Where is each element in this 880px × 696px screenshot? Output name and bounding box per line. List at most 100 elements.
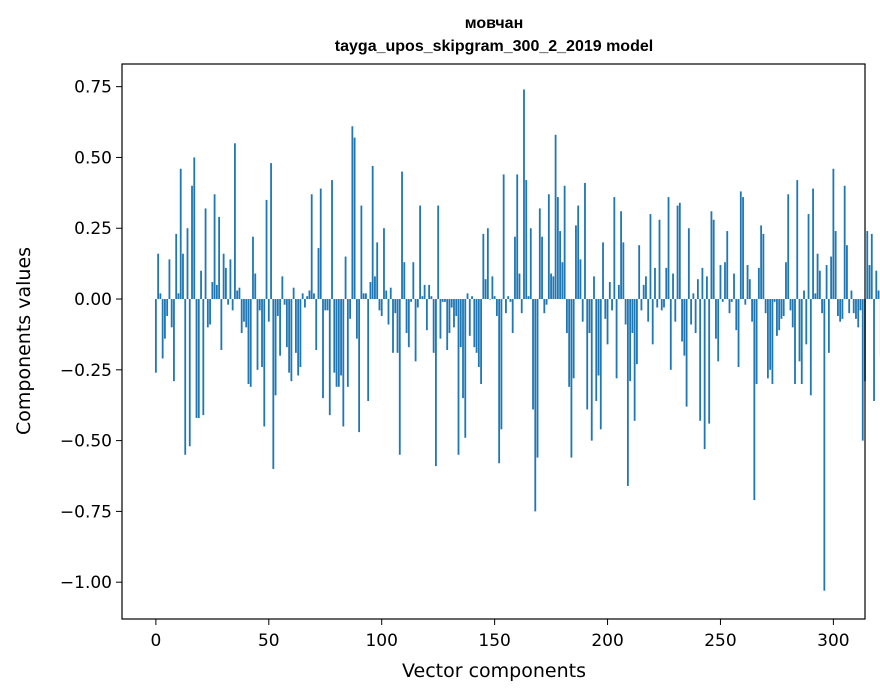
bar <box>821 299 823 314</box>
bar <box>283 299 286 305</box>
bar <box>414 299 417 362</box>
bar <box>823 299 826 591</box>
bar <box>525 180 528 300</box>
bar <box>866 231 869 300</box>
bar <box>401 171 403 300</box>
bar <box>313 293 315 300</box>
x-tick-label: 150 <box>478 631 510 651</box>
bar <box>484 279 487 300</box>
bar <box>263 299 266 427</box>
bar <box>335 299 338 387</box>
bar <box>617 284 620 300</box>
bar <box>721 299 724 302</box>
bar <box>288 299 291 373</box>
bar <box>590 299 593 441</box>
bar <box>441 299 444 302</box>
bar <box>398 299 401 455</box>
bar <box>500 299 503 430</box>
bar <box>351 126 354 300</box>
bar <box>267 299 270 322</box>
bar <box>486 228 489 300</box>
bar <box>735 299 738 331</box>
bar <box>527 296 530 300</box>
bar <box>717 299 720 362</box>
bar <box>243 299 245 322</box>
y-axis-label: Components values <box>13 247 35 435</box>
bar <box>184 299 187 455</box>
bar <box>629 299 632 382</box>
bar <box>764 299 767 314</box>
bar <box>256 299 259 370</box>
bar <box>699 299 702 421</box>
bar <box>453 299 455 328</box>
bar <box>489 299 492 300</box>
y-axis-ticks: 0.75 0.50 0.25 0.00 −0.25 −0.50 −0.75 −1.00 <box>60 78 122 593</box>
bar <box>468 299 471 336</box>
bar <box>493 296 496 300</box>
bar <box>473 299 476 348</box>
bar <box>785 262 787 300</box>
bar <box>270 163 272 300</box>
bar <box>681 299 683 342</box>
bar <box>428 284 431 300</box>
bar <box>315 299 318 350</box>
bar <box>182 253 184 300</box>
bar <box>462 299 464 399</box>
bar <box>665 267 668 300</box>
bar <box>419 205 422 300</box>
bar <box>769 299 772 370</box>
bar <box>543 299 546 314</box>
bar <box>620 211 622 300</box>
bar <box>719 265 722 300</box>
bar <box>857 299 860 328</box>
bar <box>464 299 467 438</box>
bar <box>328 299 331 416</box>
bar <box>773 299 776 302</box>
bar <box>751 299 753 322</box>
bar <box>376 242 379 300</box>
bar <box>157 253 160 300</box>
bar <box>403 262 406 300</box>
bar <box>787 194 790 300</box>
bar <box>757 267 760 300</box>
bar <box>380 299 383 317</box>
bar <box>683 299 686 356</box>
bar <box>279 299 281 356</box>
y-tick-label: −1.00 <box>60 573 112 593</box>
bar <box>367 299 370 401</box>
chart-title-line1: мовчан <box>465 15 523 32</box>
bar <box>846 245 848 300</box>
bar <box>179 168 182 300</box>
plot-frame <box>121 63 866 620</box>
bar <box>703 299 706 450</box>
bar <box>220 299 223 350</box>
bar <box>606 299 609 345</box>
bar <box>222 253 225 300</box>
bar <box>281 276 284 300</box>
bar <box>613 197 616 300</box>
bar <box>202 299 205 416</box>
bar <box>556 197 559 300</box>
bar <box>608 282 611 300</box>
bar <box>798 299 801 362</box>
bar <box>204 208 207 300</box>
bar <box>444 299 446 302</box>
bar <box>353 137 356 300</box>
bar <box>706 276 708 300</box>
bar <box>437 205 440 300</box>
bar <box>748 279 751 300</box>
bar <box>586 299 589 410</box>
bar <box>355 299 358 339</box>
bar <box>728 299 731 314</box>
chart-title-line2: tayga_upos_skipgram_300_2_2019 model <box>335 38 653 55</box>
bar <box>712 219 715 300</box>
bar <box>301 293 304 300</box>
bar <box>624 299 627 325</box>
bar <box>186 228 189 300</box>
bar <box>663 299 665 308</box>
bar <box>529 228 532 300</box>
bar <box>331 180 333 300</box>
bar <box>276 299 279 317</box>
x-tick-label: 300 <box>817 631 849 651</box>
bar <box>855 299 857 319</box>
